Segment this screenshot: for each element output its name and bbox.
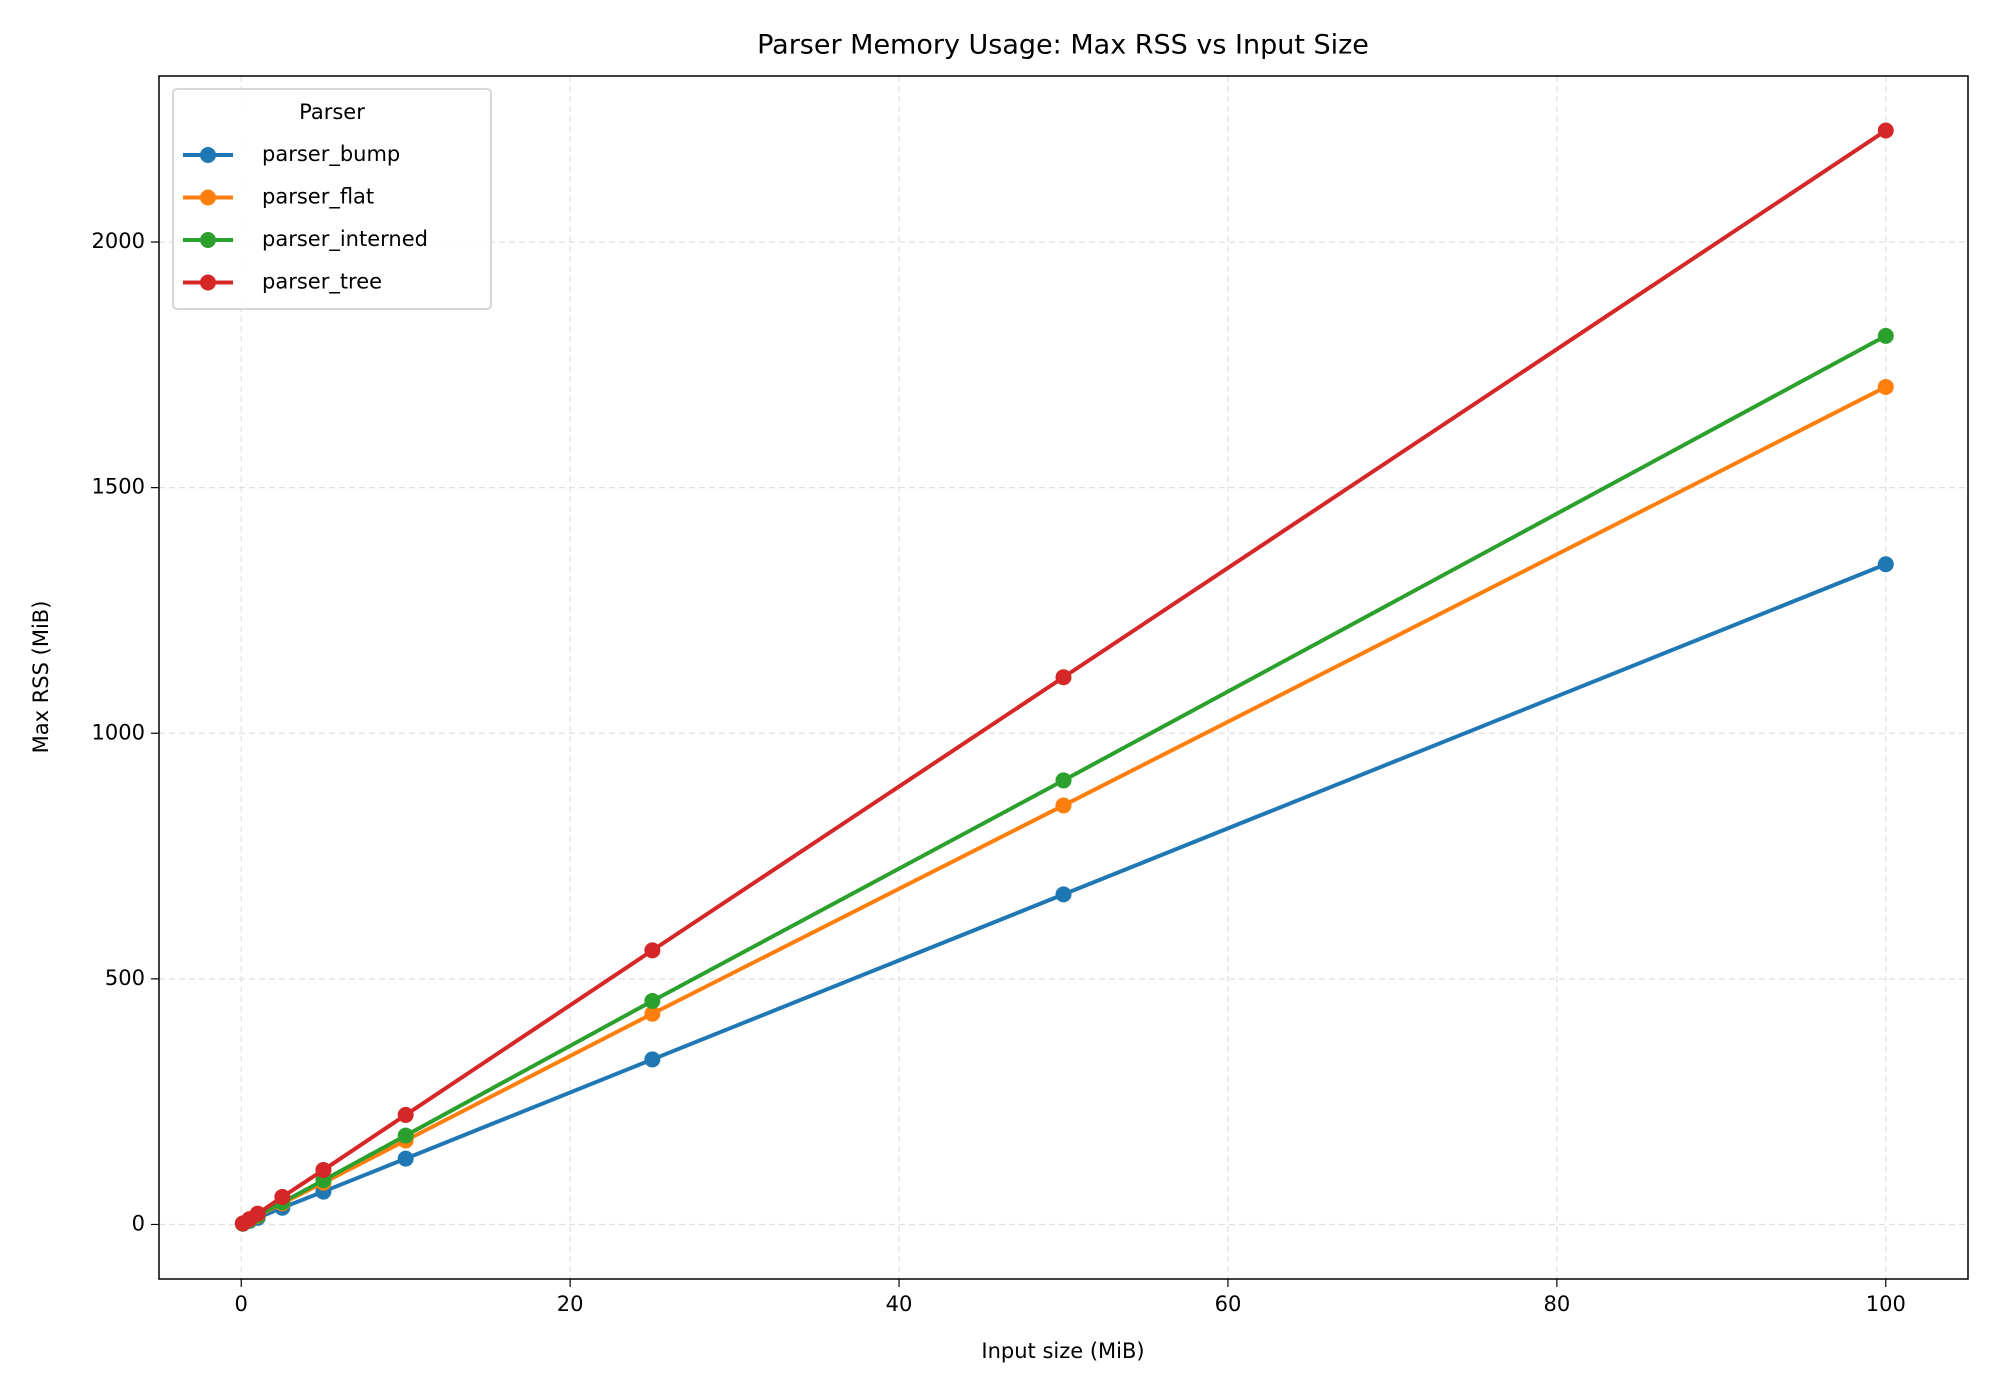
legend-marker xyxy=(200,147,216,163)
legend-marker xyxy=(200,274,216,291)
data-point xyxy=(1877,378,1894,395)
data-point xyxy=(397,1127,414,1144)
data-point xyxy=(1877,122,1894,139)
data-point xyxy=(644,1005,661,1022)
data-point xyxy=(644,992,661,1009)
legend-marker xyxy=(200,189,216,206)
x-axis-label: Input size (MiB) xyxy=(981,1339,1144,1363)
data-point xyxy=(644,1051,661,1068)
legend-box xyxy=(172,88,492,310)
data-point xyxy=(1877,327,1894,344)
x-tick-label: 40 xyxy=(886,1292,913,1316)
data-point xyxy=(1055,772,1072,789)
legend-label: parser_flat xyxy=(262,185,374,210)
y-tick-label: 1000 xyxy=(92,720,145,744)
chart-title: Parser Memory Usage: Max RSS vs Input Si… xyxy=(757,30,1369,61)
data-point xyxy=(1877,556,1894,573)
legend-label: parser_bump xyxy=(262,142,400,167)
y-tick-label: 500 xyxy=(105,966,145,990)
y-tick-label: 2000 xyxy=(92,229,145,253)
x-tick-label: 0 xyxy=(235,1292,248,1316)
y-tick-label: 0 xyxy=(132,1211,145,1235)
legend-label: parser_interned xyxy=(262,227,428,252)
data-point xyxy=(249,1205,266,1222)
y-tick-label: 1500 xyxy=(92,475,145,499)
x-tick-label: 20 xyxy=(557,1292,584,1316)
data-point xyxy=(315,1161,332,1178)
data-point xyxy=(397,1150,414,1167)
legend-marker xyxy=(200,232,216,248)
y-axis-label: Max RSS (MiB) xyxy=(29,601,53,754)
plot-frame xyxy=(158,75,1969,1280)
data-point xyxy=(1055,886,1072,903)
data-point xyxy=(644,942,661,959)
data-point xyxy=(274,1188,291,1205)
x-tick-label: 100 xyxy=(1866,1292,1906,1316)
data-point xyxy=(1055,797,1072,814)
legend-label: parser_tree xyxy=(262,270,382,295)
legend-title: Parser xyxy=(299,100,365,124)
data-point xyxy=(397,1106,414,1123)
data-point xyxy=(1055,669,1072,686)
x-tick-label: 80 xyxy=(1543,1292,1570,1316)
x-tick-label: 60 xyxy=(1215,1292,1242,1316)
